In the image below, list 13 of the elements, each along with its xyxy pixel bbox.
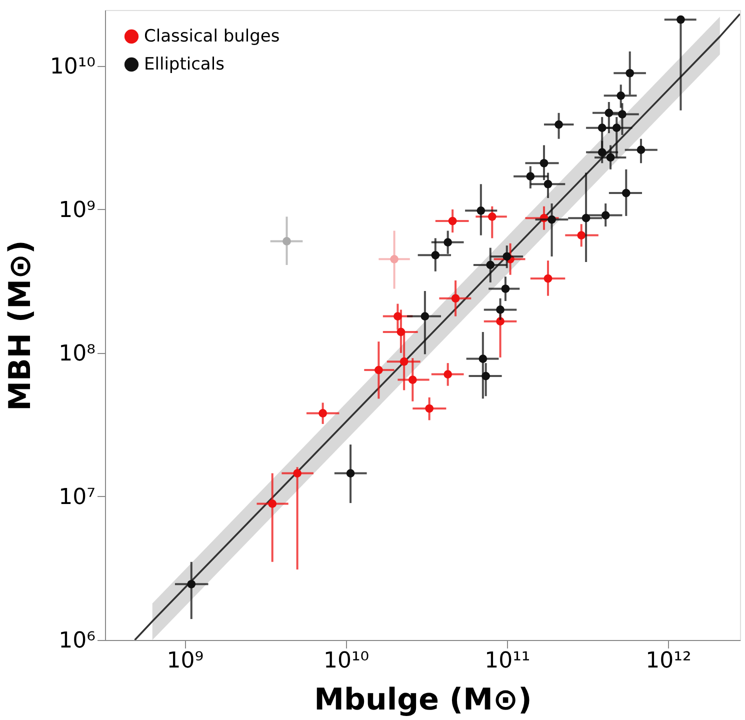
- legend-label: Ellipticals: [144, 54, 225, 74]
- x-tick-label: 10¹²: [646, 648, 692, 674]
- y-tick-label: 10¹⁰: [50, 54, 96, 80]
- x-axis-title: Mbulge (M⊙): [314, 682, 532, 718]
- legend-label: Classical bulges: [144, 26, 280, 46]
- y-tick-label: 10⁹: [58, 198, 96, 223]
- y-axis-title: MBH (M⊙): [2, 240, 38, 411]
- y-tick-label: 10⁷: [58, 484, 96, 510]
- x-tick-label: 10¹¹: [484, 648, 530, 674]
- y-tick-label: 10⁸: [58, 341, 96, 366]
- x-tick-label: 10⁹: [166, 648, 204, 674]
- y-tick-label: 10⁶: [58, 628, 96, 654]
- x-tick-label: 10¹⁰: [323, 648, 370, 674]
